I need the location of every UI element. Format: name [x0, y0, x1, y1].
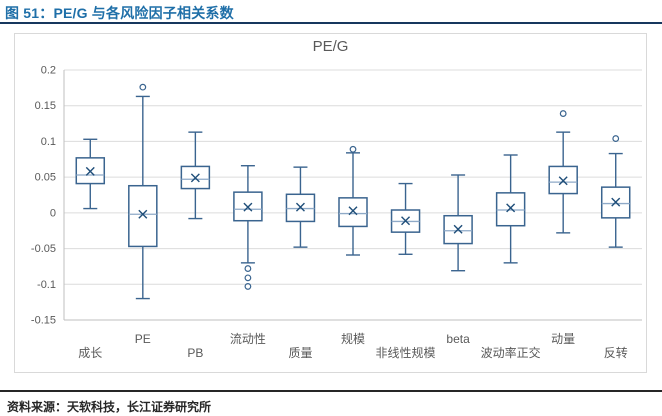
- mean-marker: [453, 224, 463, 234]
- mean-marker: [506, 203, 516, 213]
- figure-header: 图 51：PE/G 与各风险因子相关系数: [0, 0, 662, 24]
- x-category-label: 质量: [288, 346, 312, 360]
- x-category-label: 波动率正交: [481, 345, 541, 360]
- x-category-label: 流动性: [230, 332, 266, 346]
- mean-marker: [348, 206, 358, 216]
- iqr-box: [128, 184, 158, 248]
- outlier-point: [244, 283, 252, 290]
- box-series-7: beta: [443, 174, 473, 346]
- x-category-label: 成长: [78, 346, 102, 360]
- source-note: 资料来源：天软科技，长江证券研究所: [7, 400, 212, 414]
- mean-marker: [85, 166, 95, 176]
- box-series-9: 动量: [548, 110, 578, 346]
- footer-divider: [0, 390, 662, 392]
- box-series-8: 波动率正交: [481, 154, 541, 360]
- mean-marker: [611, 197, 621, 207]
- outlier-point: [349, 145, 357, 153]
- outlier-point: [612, 135, 620, 142]
- x-category-label: beta: [446, 332, 470, 346]
- x-category-label: 动量: [551, 332, 575, 346]
- outlier-point: [244, 274, 252, 282]
- chart-card: 0.2 0.15 0.1 0.05 0 -0.05 -0.1 -0.15 成长 PE PB 流动性质量…: [14, 33, 647, 373]
- y-tick-label: 0.05: [35, 172, 56, 184]
- y-tick-label: -0.15: [31, 315, 56, 327]
- box-series-4: 质量: [285, 166, 316, 360]
- box-series-10: 反转: [600, 135, 631, 360]
- iqr-box: [495, 192, 526, 227]
- x-category-label: PE: [135, 332, 151, 346]
- y-tick-label: -0.1: [37, 279, 56, 291]
- box-series-1: PE: [128, 83, 158, 346]
- y-tick-label: 0.15: [35, 100, 56, 112]
- iqr-box: [338, 197, 368, 228]
- mean-marker: [190, 173, 200, 183]
- y-tick-label: 0.1: [41, 136, 56, 148]
- box-series-3: 流动性: [230, 165, 266, 346]
- mean-marker: [558, 176, 568, 186]
- y-tick-label: 0: [50, 207, 56, 219]
- x-category-label: 规模: [341, 331, 365, 346]
- box-series-6: 非线性规模: [376, 182, 436, 360]
- outlier-point: [244, 265, 252, 272]
- box-series-5: 规模: [338, 145, 368, 346]
- figure-title: 图 51：PE/G 与各风险因子相关系数: [5, 5, 234, 21]
- mean-marker: [138, 209, 148, 219]
- x-category-label: 非线性规模: [376, 345, 436, 360]
- outlier-point: [559, 110, 567, 117]
- boxplot-svg: 0.2 0.15 0.1 0.05 0 -0.05 -0.1 -0.15 成长 PE PB 流动性质量…: [31, 65, 642, 360]
- chart-title: PE/G: [312, 38, 349, 55]
- mean-marker: [401, 216, 411, 226]
- outlier-point: [139, 83, 147, 91]
- x-category-label: PB: [187, 346, 203, 360]
- mean-marker: [295, 202, 305, 212]
- mean-marker: [243, 202, 253, 212]
- y-tick-label: -0.05: [31, 243, 56, 255]
- box-series-2: PB: [180, 131, 211, 360]
- y-tick-label: 0.2: [41, 65, 56, 77]
- box-series-0: 成长: [75, 138, 106, 360]
- x-category-label: 反转: [604, 345, 628, 360]
